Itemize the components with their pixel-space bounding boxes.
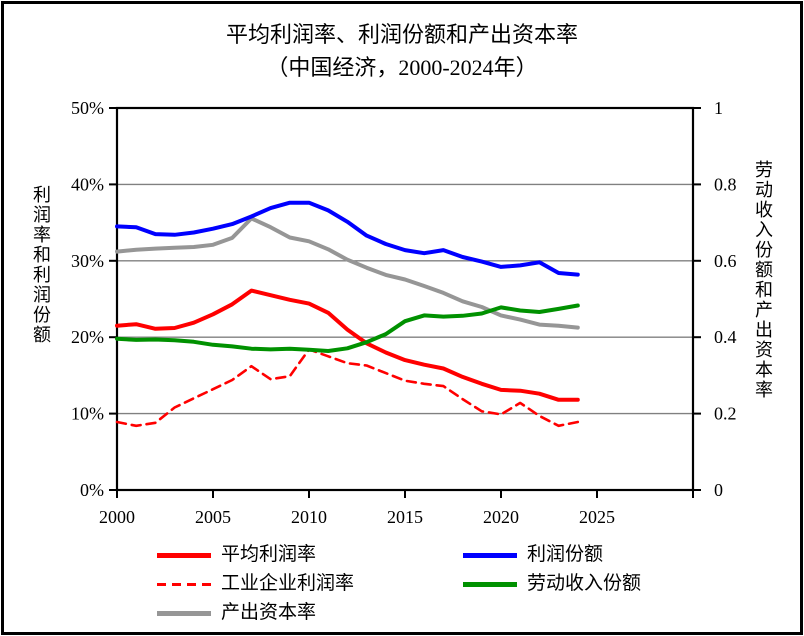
y-left-tick-label: 0% bbox=[80, 480, 104, 500]
chart-title: 平均利润率、利润份额和产出资本率 （中国经济，2000-2024年） bbox=[0, 18, 804, 84]
chart-title-line2: （中国经济，2000-2024年） bbox=[266, 55, 538, 80]
legend-line-sample-gray bbox=[157, 610, 211, 616]
series-line-工业企业利润率 bbox=[115, 348, 580, 428]
series-line-平均利润率 bbox=[115, 288, 580, 402]
legend-item-industrial-profit-rate: 工业企业利润率 bbox=[157, 573, 354, 595]
legend-label: 平均利润率 bbox=[221, 544, 317, 565]
y-right-tick-label: 0 bbox=[714, 480, 723, 500]
legend-column-right: 利润份额 劳动收入份额 bbox=[463, 544, 641, 595]
legend-line-sample-red-dashed bbox=[157, 582, 211, 586]
legend-line-sample-blue bbox=[463, 552, 517, 558]
y-right-tick-label: 0.8 bbox=[714, 174, 737, 194]
y-left-tick-label: 10% bbox=[71, 404, 104, 424]
y-right-tick-label: 1 bbox=[714, 98, 723, 118]
legend-label: 劳动收入份额 bbox=[527, 573, 642, 594]
left-axis-title: 利润率和利润份额 bbox=[31, 185, 51, 345]
x-tick-label: 2025 bbox=[579, 507, 615, 527]
y-right-tick-label: 0.2 bbox=[714, 404, 737, 424]
legend-label: 利润份额 bbox=[527, 544, 604, 565]
y-left-tick-label: 40% bbox=[71, 174, 104, 194]
x-tick-label: 2010 bbox=[291, 507, 327, 527]
x-tick-label: 2000 bbox=[99, 507, 135, 527]
plot-border bbox=[115, 106, 695, 492]
x-tick-label: 2015 bbox=[387, 507, 423, 527]
legend-item-output-capital-ratio: 产出资本率 bbox=[157, 602, 354, 624]
legend-label: 工业企业利润率 bbox=[221, 573, 355, 594]
legend-item-avg-profit-rate: 平均利润率 bbox=[157, 544, 354, 566]
y-left-tick-label: 50% bbox=[71, 98, 104, 118]
legend-item-labor-income-share: 劳动收入份额 bbox=[463, 573, 641, 595]
legend-label: 产出资本率 bbox=[221, 602, 317, 623]
y-left-tick-label: 30% bbox=[71, 251, 104, 271]
series-line-产出资本率 bbox=[115, 216, 580, 330]
legend-line-sample-red-solid bbox=[157, 552, 211, 558]
y-right-tick-label: 0.4 bbox=[714, 327, 737, 347]
legend-column-left: 平均利润率 工业企业利润率 产出资本率 bbox=[157, 544, 354, 624]
x-tick-label: 2020 bbox=[483, 507, 519, 527]
x-tick-label: 2005 bbox=[195, 507, 231, 527]
legend-item-profit-share: 利润份额 bbox=[463, 544, 641, 566]
series-line-劳动收入份额 bbox=[115, 303, 580, 353]
legend: 平均利润率 工业企业利润率 产出资本率 利润份额 劳动收入份额 bbox=[0, 544, 804, 632]
legend-line-sample-green bbox=[463, 581, 517, 587]
right-axis-title: 劳动收入份额和产出资本率 bbox=[753, 160, 773, 400]
y-right-tick-label: 0.6 bbox=[714, 251, 737, 271]
y-left-tick-label: 20% bbox=[71, 327, 104, 347]
chart-title-line1: 平均利润率、利润份额和产出资本率 bbox=[225, 22, 578, 47]
series-line-利润份额 bbox=[115, 200, 580, 277]
